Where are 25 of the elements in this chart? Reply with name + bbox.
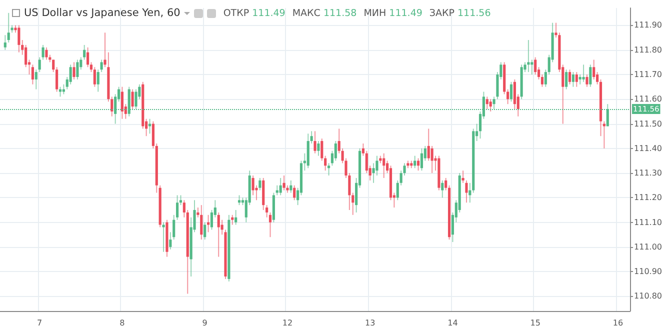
- x-tick-label: 16: [612, 318, 624, 327]
- y-tick-label: 111.20: [634, 193, 662, 202]
- y-tick-label: 110.90: [634, 267, 662, 276]
- annotation: ОТКР 111.49: [223, 8, 286, 18]
- chart-title: US Dollar vs Japanese Yen, 60: [24, 7, 180, 19]
- x-tick-label: 8: [120, 318, 125, 327]
- annotation: МИН 111.49: [364, 8, 422, 18]
- y-tick-label: 111.00: [634, 242, 662, 252]
- x-tick-label: 12: [282, 318, 293, 327]
- x-tick-label: 14: [448, 318, 458, 327]
- y-tick-label: 111.10: [634, 218, 662, 227]
- annotation: ЗАКР 111.56: [429, 8, 491, 18]
- y-tick-label: 111.40: [634, 144, 662, 153]
- x-tick-label: 9: [202, 318, 208, 327]
- annotation: МАКС 111.58: [292, 8, 357, 18]
- y-tick-label: 111.60: [634, 94, 662, 104]
- y-tick-label: 111.80: [634, 45, 662, 54]
- y-tick-label: 110.80: [634, 292, 662, 301]
- x-tick-label: 7: [37, 318, 42, 327]
- y-tick-label: 111.90: [634, 20, 662, 30]
- x-tick-label: 15: [530, 318, 540, 327]
- y-tick-label: 111.30: [634, 168, 662, 178]
- y-tick-label: 111.50: [634, 119, 662, 128]
- x-tick-label: 13: [364, 318, 376, 327]
- y-tick-label: 111.70: [634, 70, 662, 80]
